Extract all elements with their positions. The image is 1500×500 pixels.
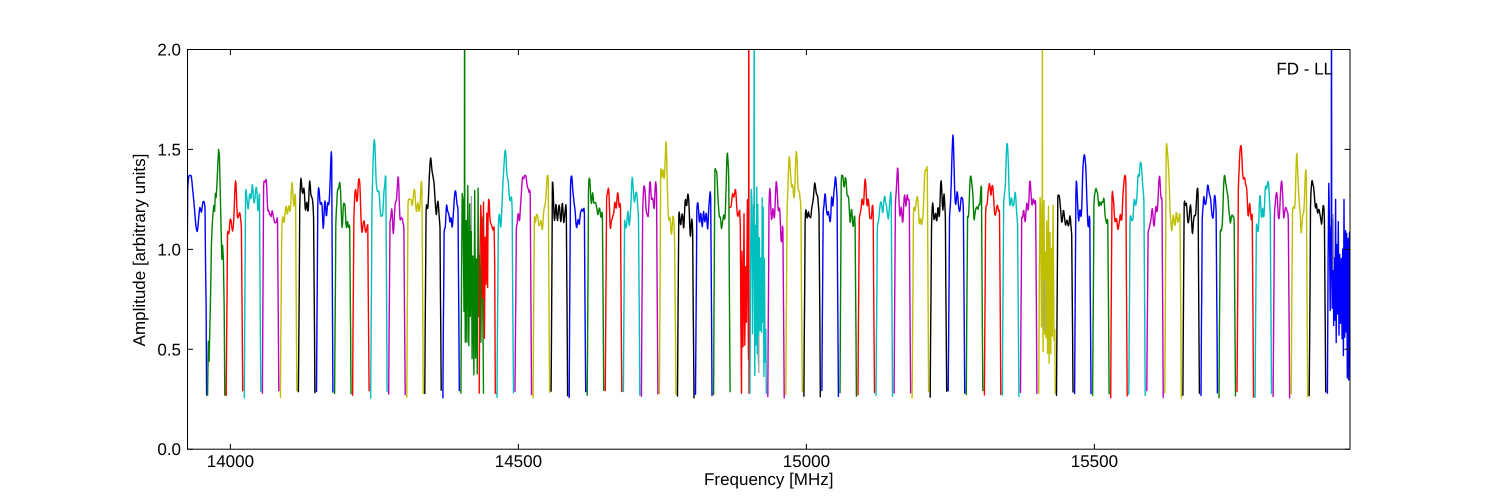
svg-text:15500: 15500 (1071, 452, 1118, 471)
svg-text:0.0: 0.0 (157, 440, 181, 459)
svg-text:14500: 14500 (495, 452, 542, 471)
svg-text:15000: 15000 (783, 452, 830, 471)
svg-text:Frequency [MHz]: Frequency [MHz] (704, 470, 833, 489)
svg-text:FD - LL: FD - LL (1276, 60, 1333, 79)
svg-text:0.5: 0.5 (157, 340, 181, 359)
svg-text:14000: 14000 (207, 452, 254, 471)
svg-text:2.0: 2.0 (157, 41, 181, 60)
svg-text:1.5: 1.5 (157, 140, 181, 159)
svg-text:1.0: 1.0 (157, 240, 181, 259)
svg-text:Amplitude [arbitrary units]: Amplitude [arbitrary units] (130, 154, 149, 347)
